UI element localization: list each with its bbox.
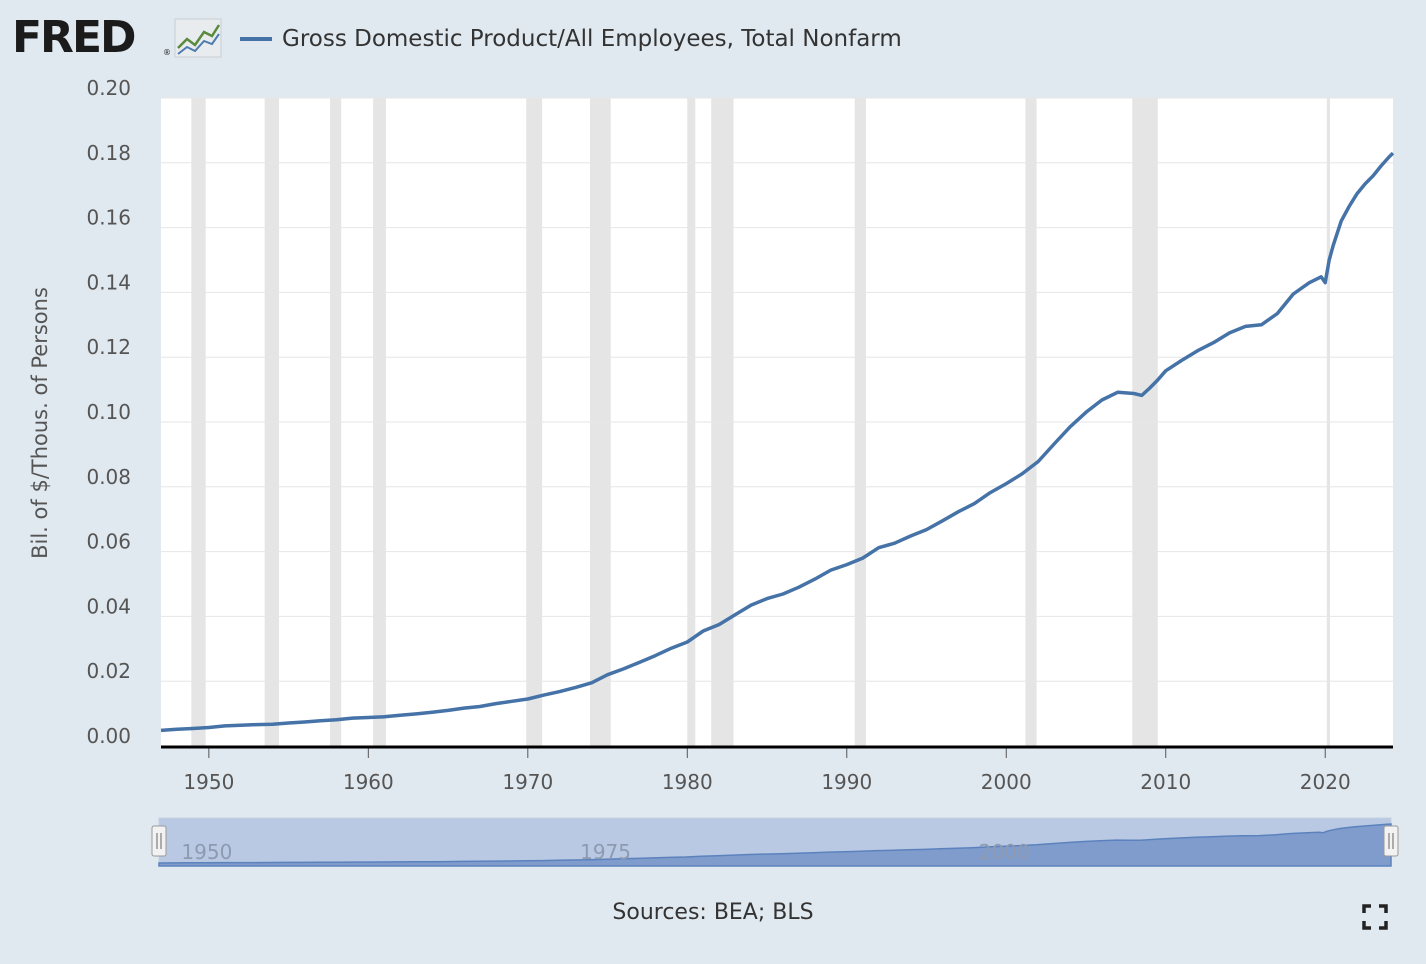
x-tick-label: 1970 [502,770,553,794]
fred-logo-graph-icon [174,18,222,58]
navigator-tick-labels: 1950 1975 2000 [181,840,1029,864]
navigator-series-area [158,823,1392,867]
x-tick-label: 2010 [1140,770,1191,794]
y-tick-label: 0.08 [86,465,131,489]
y-tick-label: 0.16 [86,206,131,230]
range-navigator[interactable]: 1950 1975 2000 [151,817,1399,867]
series-line-gdp-per-employee[interactable] [160,151,1395,733]
x-tick-label: 1990 [821,770,872,794]
y-axis-label: Bil. of $/Thous. of Persons [28,287,52,559]
line-chart[interactable]: 0.00 0.02 0.04 0.06 0.08 0.10 0.12 0.14 0.16 0.18… [0,0,1426,895]
x-tick-label: 2000 [981,770,1032,794]
x-tick-label: 1950 [183,770,234,794]
x-tick-label: 2020 [1300,770,1351,794]
y-tick-label: 0.00 [86,724,131,748]
navigator-left-handle[interactable] [151,825,167,857]
x-tick-label: 1960 [343,770,394,794]
y-tick-label: 0.06 [86,530,131,554]
legend-series-label: Gross Domestic Product/All Employees, To… [282,26,902,52]
y-tick-label: 0.10 [86,400,131,424]
navigator-tick-label: 1950 [181,840,232,864]
y-tick-label: 0.12 [86,335,131,359]
navigator-tick-label: 2000 [979,840,1030,864]
fullscreen-icon[interactable] [1362,904,1388,930]
y-tick-labels: 0.00 0.02 0.04 0.06 0.08 0.10 0.12 0.14 0.16 0.18… [86,76,131,748]
y-tick-label: 0.02 [86,659,131,683]
legend-series-swatch [240,37,272,41]
chart-legend[interactable]: Gross Domestic Product/All Employees, To… [240,22,902,56]
x-tick-label: 1980 [662,770,713,794]
navigator-right-handle[interactable] [1383,825,1399,857]
y-tick-label: 0.14 [86,270,131,294]
sources-note: Sources: BEA; BLS [612,900,814,925]
y-tick-label: 0.04 [86,594,131,618]
y-tick-label: 0.20 [86,76,131,100]
y-tick-label: 0.18 [86,141,131,165]
x-tick-labels: 1950 1960 1970 1980 1990 2000 2010 2020 [183,770,1350,794]
fred-logo[interactable]: FRED [12,12,137,63]
navigator-tick-label: 1975 [580,840,631,864]
x-tick-marks [208,748,1326,758]
logo-registered-mark: ® [163,48,171,57]
